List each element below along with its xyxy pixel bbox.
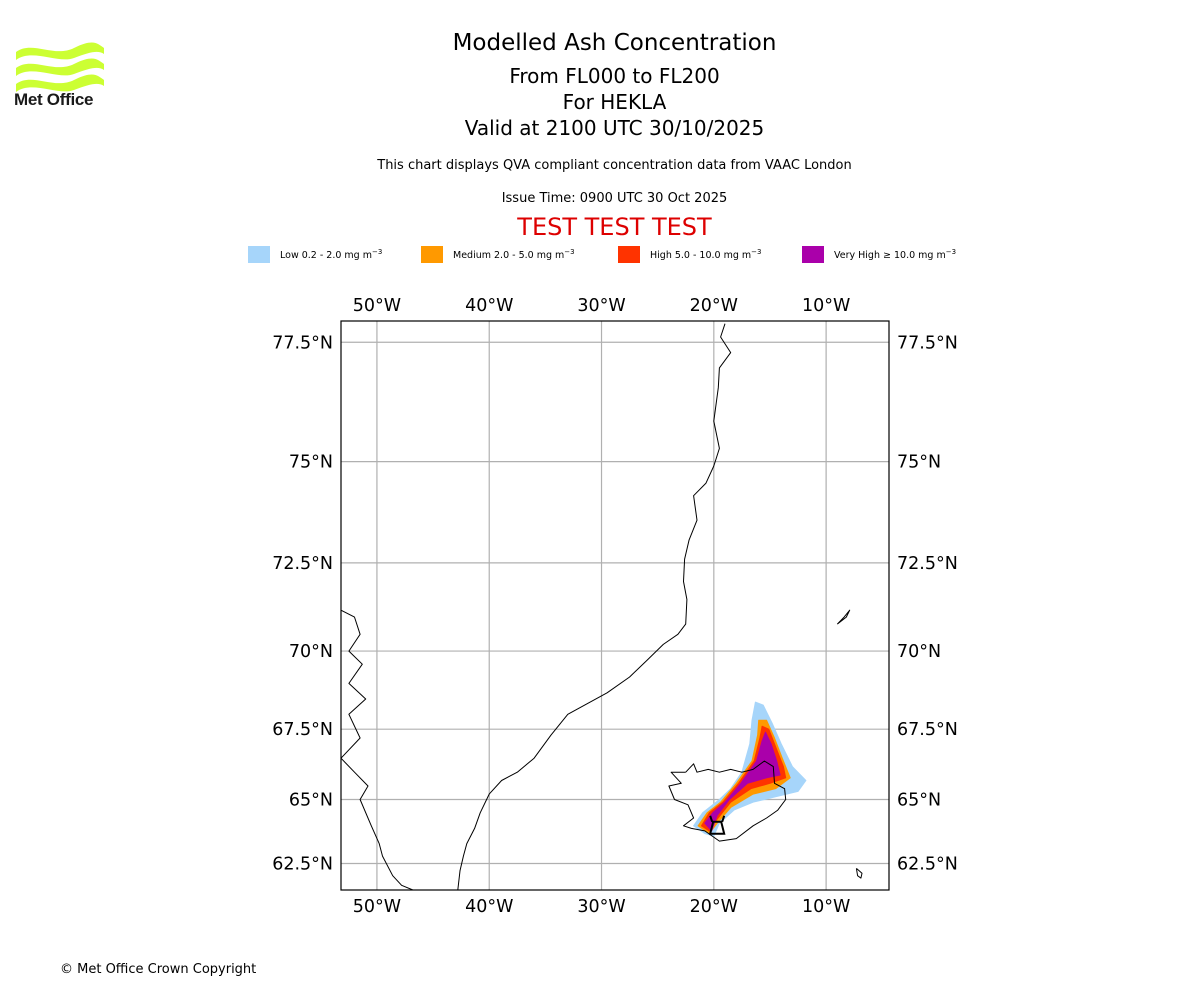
- met-office-wordmark: Met Office: [14, 90, 94, 109]
- legend-label-very-high: Very High ≥ 10.0 mg m−3: [834, 247, 957, 261]
- lat-tick-label-left: 65°N: [289, 791, 333, 811]
- lat-tick-label-right: 75°N: [897, 453, 941, 473]
- copyright-notice: © Met Office Crown Copyright: [60, 962, 257, 977]
- legend-item-very-high: Very High ≥ 10.0 mg m−3: [802, 244, 956, 264]
- coastline-iceland: [668, 760, 787, 842]
- issue-time: Issue Time: 0900 UTC 30 Oct 2025: [501, 191, 728, 206]
- legend-label-low: Low 0.2 - 2.0 mg m−3: [280, 247, 383, 261]
- lat-tick-label-left: 62.5°N: [272, 855, 333, 875]
- legend-swatch-low: [248, 245, 270, 263]
- concentration-legend: Low 0.2 - 2.0 mg m−3 Medium 2.0 - 5.0 mg…: [0, 244, 1200, 264]
- coastline-greenland-east-coast: [457, 323, 732, 890]
- legend-swatch-medium: [421, 245, 443, 263]
- lat-tick-label-right: 70°N: [897, 642, 941, 662]
- ash-contours: [693, 701, 807, 837]
- legend-label-high: High 5.0 - 10.0 mg m−3: [650, 247, 762, 261]
- lat-tick-label-right: 62.5°N: [897, 855, 958, 875]
- lat-tick-label-right: 72.5°N: [897, 554, 958, 574]
- volcano-marker: [708, 815, 726, 835]
- lon-tick-label-bottom: 20°W: [690, 897, 738, 917]
- legend-swatch-very-high: [802, 245, 824, 263]
- valid-time: Valid at 2100 UTC 30/10/2025: [464, 116, 765, 140]
- lon-tick-label-top: 10°W: [802, 296, 850, 316]
- lon-tick-label-top: 20°W: [690, 296, 738, 316]
- coastline-faroe-islands: [855, 868, 863, 879]
- volcano-icon: [708, 815, 726, 835]
- lat-tick-label-left: 67.5°N: [272, 720, 333, 740]
- lon-tick-label-top: 30°W: [577, 296, 625, 316]
- axis-tick-labels: 50°W 50°W 40°W 40°W 30°W 30°W 20°W 20°W 10°W 10°W…: [272, 296, 958, 917]
- lon-tick-label-top: 40°W: [465, 296, 513, 316]
- lat-tick-label-left: 70°N: [289, 642, 333, 662]
- coastlines: [341, 323, 863, 890]
- coastline-jan-mayen: [836, 609, 851, 625]
- chart-title: Modelled Ash Concentration: [452, 30, 777, 56]
- lon-tick-label-bottom: 30°W: [577, 897, 625, 917]
- ash-contour-very-high: [704, 731, 781, 832]
- chart-subtitle: This chart displays QVA compliant concen…: [377, 158, 852, 173]
- lat-tick-label-left: 75°N: [289, 453, 333, 473]
- legend-swatch-high: [618, 245, 640, 263]
- legend-label-medium: Medium 2.0 - 5.0 mg m−3: [453, 247, 575, 261]
- met-office-logo-icon: [16, 42, 104, 92]
- lat-tick-label-left: 72.5°N: [272, 554, 333, 574]
- lon-tick-label-top: 50°W: [353, 296, 401, 316]
- legend-item-high: High 5.0 - 10.0 mg m−3: [618, 244, 762, 264]
- lon-tick-label-bottom: 10°W: [802, 897, 850, 917]
- volcano-name: For HEKLA: [562, 90, 667, 114]
- lat-tick-label-right: 77.5°N: [897, 333, 958, 353]
- lat-tick-label-left: 77.5°N: [272, 333, 333, 353]
- graticule: [341, 321, 889, 890]
- legend-item-medium: Medium 2.0 - 5.0 mg m−3: [421, 244, 575, 264]
- lat-tick-label-right: 67.5°N: [897, 720, 958, 740]
- coastline-greenland-west-coast: [341, 609, 414, 890]
- test-banner: TEST TEST TEST: [517, 213, 712, 241]
- lon-tick-label-bottom: 40°W: [465, 897, 513, 917]
- flight-level-range: From FL000 to FL200: [509, 64, 720, 88]
- legend-item-low: Low 0.2 - 2.0 mg m−3: [248, 244, 382, 264]
- lat-tick-label-right: 65°N: [897, 791, 941, 811]
- map-frame: [340, 320, 890, 891]
- lon-tick-label-bottom: 50°W: [353, 897, 401, 917]
